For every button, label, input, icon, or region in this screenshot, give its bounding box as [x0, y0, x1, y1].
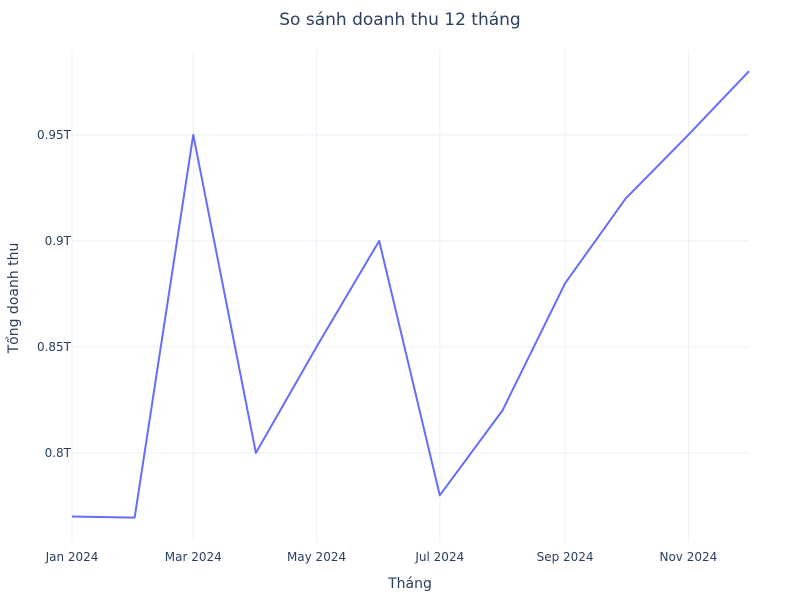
series-line [71, 70, 750, 519]
x-axis-title: Tháng [387, 576, 432, 592]
x-axis-ticks: Jan 2024 Mar 2024 May 2024 Jul 2024 Sep 2024… [45, 550, 718, 564]
y-tick-label: 0.9T [45, 234, 72, 248]
grid-layer [71, 50, 749, 542]
x-tick-label: Jan 2024 [45, 550, 99, 564]
x-tick-label: Sep 2024 [537, 550, 594, 564]
y-axis-title: Tổng doanh thu [5, 243, 22, 355]
y-axis-ticks: 0.8T 0.85T 0.9T 0.95T [37, 128, 72, 460]
y-tick-label: 0.8T [45, 446, 72, 460]
y-tick-label: 0.85T [37, 340, 72, 354]
x-tick-label: Jul 2024 [414, 550, 464, 564]
x-tick-label: Mar 2024 [165, 550, 222, 564]
x-tick-label: Nov 2024 [659, 550, 717, 564]
y-tick-label: 0.95T [37, 128, 72, 142]
chart-title: So sánh doanh thu 12 tháng [279, 10, 520, 30]
x-tick-label: May 2024 [287, 550, 346, 564]
series-layer [71, 70, 750, 519]
